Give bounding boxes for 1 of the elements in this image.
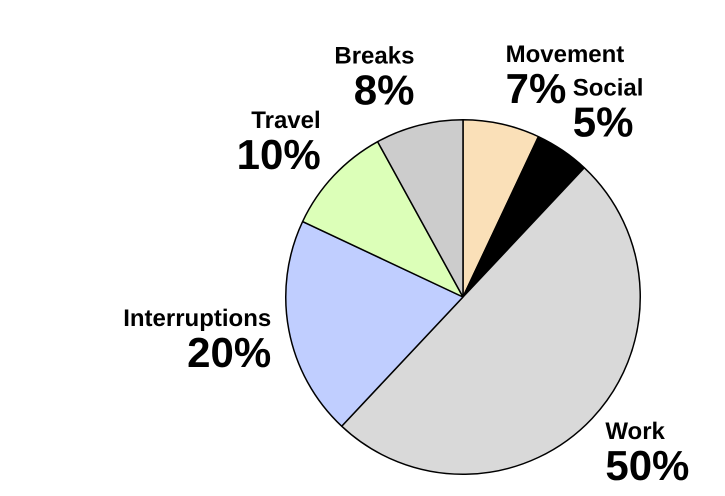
slice-label: Interruptions	[123, 305, 272, 332]
